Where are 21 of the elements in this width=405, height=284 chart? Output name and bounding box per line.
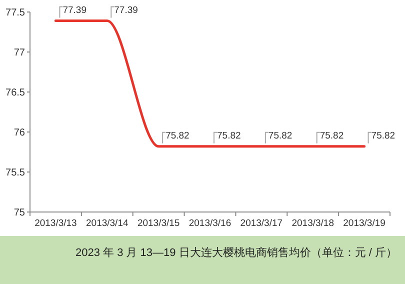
y-tick-label: 75.5 xyxy=(6,168,26,178)
x-tick-label: 2013/3/18 xyxy=(292,218,334,229)
x-tick-label: 2013/3/13 xyxy=(34,218,77,229)
x-tick-label: 2013/3/14 xyxy=(86,218,128,229)
y-tick-label: 76.5 xyxy=(6,88,26,98)
data-label: 75.82 xyxy=(268,130,292,142)
data-label: 75.82 xyxy=(320,130,344,142)
x-tick-label: 2013/3/15 xyxy=(137,218,180,229)
x-tick-label: 2013/3/17 xyxy=(240,218,283,229)
y-tick-label: 77.5 xyxy=(6,8,26,18)
x-tick-label: 2013/3/16 xyxy=(188,218,232,229)
data-label: 77.39 xyxy=(114,4,138,16)
data-label: 75.82 xyxy=(371,130,396,142)
x-tick-label: 2013/3/19 xyxy=(343,218,386,229)
y-tick-label: 76 xyxy=(14,128,26,138)
text: 2023 年 3 月 13—19 日大连大樱桃电商销售均价（单位：元 / 斤） xyxy=(75,246,397,259)
data-label: 77.39 xyxy=(62,4,86,16)
y-tick-label: 77 xyxy=(14,48,26,58)
y-tick-label: 75 xyxy=(14,208,26,218)
data-label: 75.82 xyxy=(217,130,241,142)
data-label: 75.82 xyxy=(166,130,190,142)
